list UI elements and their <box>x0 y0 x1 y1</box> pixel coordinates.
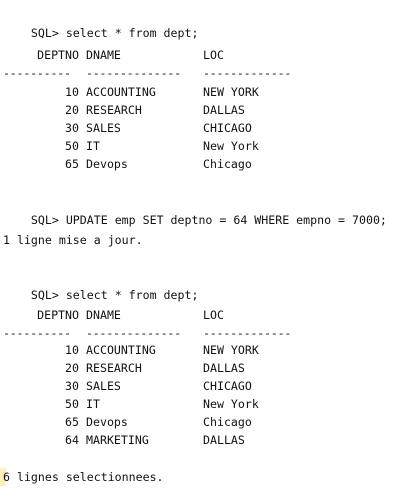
loc-cell: NEW YORK <box>203 85 259 99</box>
deptno-cell: 20 <box>65 361 79 375</box>
sql-query: select * from dept; <box>65 288 199 302</box>
loc-cell: CHICAGO <box>203 121 252 135</box>
column-separator: -------------- <box>86 66 181 80</box>
loc-cell: DALLAS <box>203 433 245 447</box>
deptno-cell: 10 <box>65 85 79 99</box>
loc-cell: Chicago <box>203 157 252 171</box>
dname-cell: SALES <box>86 379 121 393</box>
dname-cell: IT <box>86 139 100 153</box>
sql-prompt: SQL> <box>30 213 59 227</box>
column-separator: -------------- <box>86 326 181 340</box>
loc-cell: Chicago <box>203 415 252 429</box>
dname-cell: IT <box>86 397 100 411</box>
dname-cell: Devops <box>86 415 128 429</box>
dname-cell: Devops <box>86 157 128 171</box>
sql-prompt: SQL> <box>30 26 59 40</box>
deptno-cell: 64 <box>65 433 79 447</box>
deptno-cell: 65 <box>65 415 79 429</box>
loc-cell: CHICAGO <box>203 379 252 393</box>
sql-prompt: SQL> <box>30 288 59 302</box>
loc-cell: DALLAS <box>203 361 245 375</box>
dname-cell: SALES <box>86 121 121 135</box>
column-separator: ------------- <box>203 66 292 80</box>
column-header-dname: DNAME <box>86 308 121 322</box>
column-header-loc: LOC <box>203 48 224 62</box>
deptno-cell: 50 <box>65 397 79 411</box>
dname-cell: RESEARCH <box>86 103 142 117</box>
dname-cell: MARKETING <box>86 433 149 447</box>
sql-query: UPDATE emp SET deptno = 64 WHERE empno =… <box>65 213 387 227</box>
loc-cell: NEW YORK <box>203 343 259 357</box>
selection-highlight <box>0 468 6 486</box>
command-output: 1 ligne mise a jour. <box>3 233 143 247</box>
deptno-cell: 30 <box>65 121 79 135</box>
column-header-dname: DNAME <box>86 48 121 62</box>
command-line: SQL> select * from dept; <box>3 6 199 40</box>
deptno-cell: 65 <box>65 157 79 171</box>
deptno-cell: 30 <box>65 379 79 393</box>
deptno-cell: 50 <box>65 139 79 153</box>
command-output: 6 lignes selectionnees. <box>3 470 164 484</box>
command-line: SQL> select * from dept; <box>3 268 199 302</box>
dname-cell: ACCOUNTING <box>86 85 156 99</box>
column-header-deptno: DEPTNO <box>37 308 79 322</box>
column-header-loc: LOC <box>203 308 224 322</box>
column-separator: ---------- <box>3 326 71 340</box>
dname-cell: RESEARCH <box>86 361 142 375</box>
sql-query: select * from dept; <box>65 26 199 40</box>
column-header-deptno: DEPTNO <box>37 48 79 62</box>
column-separator: ---------- <box>3 66 71 80</box>
loc-cell: DALLAS <box>203 103 245 117</box>
loc-cell: New York <box>203 397 259 411</box>
deptno-cell: 20 <box>65 103 79 117</box>
loc-cell: New York <box>203 139 259 153</box>
command-line: SQL> UPDATE emp SET deptno = 64 WHERE em… <box>3 193 387 227</box>
deptno-cell: 10 <box>65 343 79 357</box>
column-separator: ------------- <box>203 326 292 340</box>
dname-cell: ACCOUNTING <box>86 343 156 357</box>
